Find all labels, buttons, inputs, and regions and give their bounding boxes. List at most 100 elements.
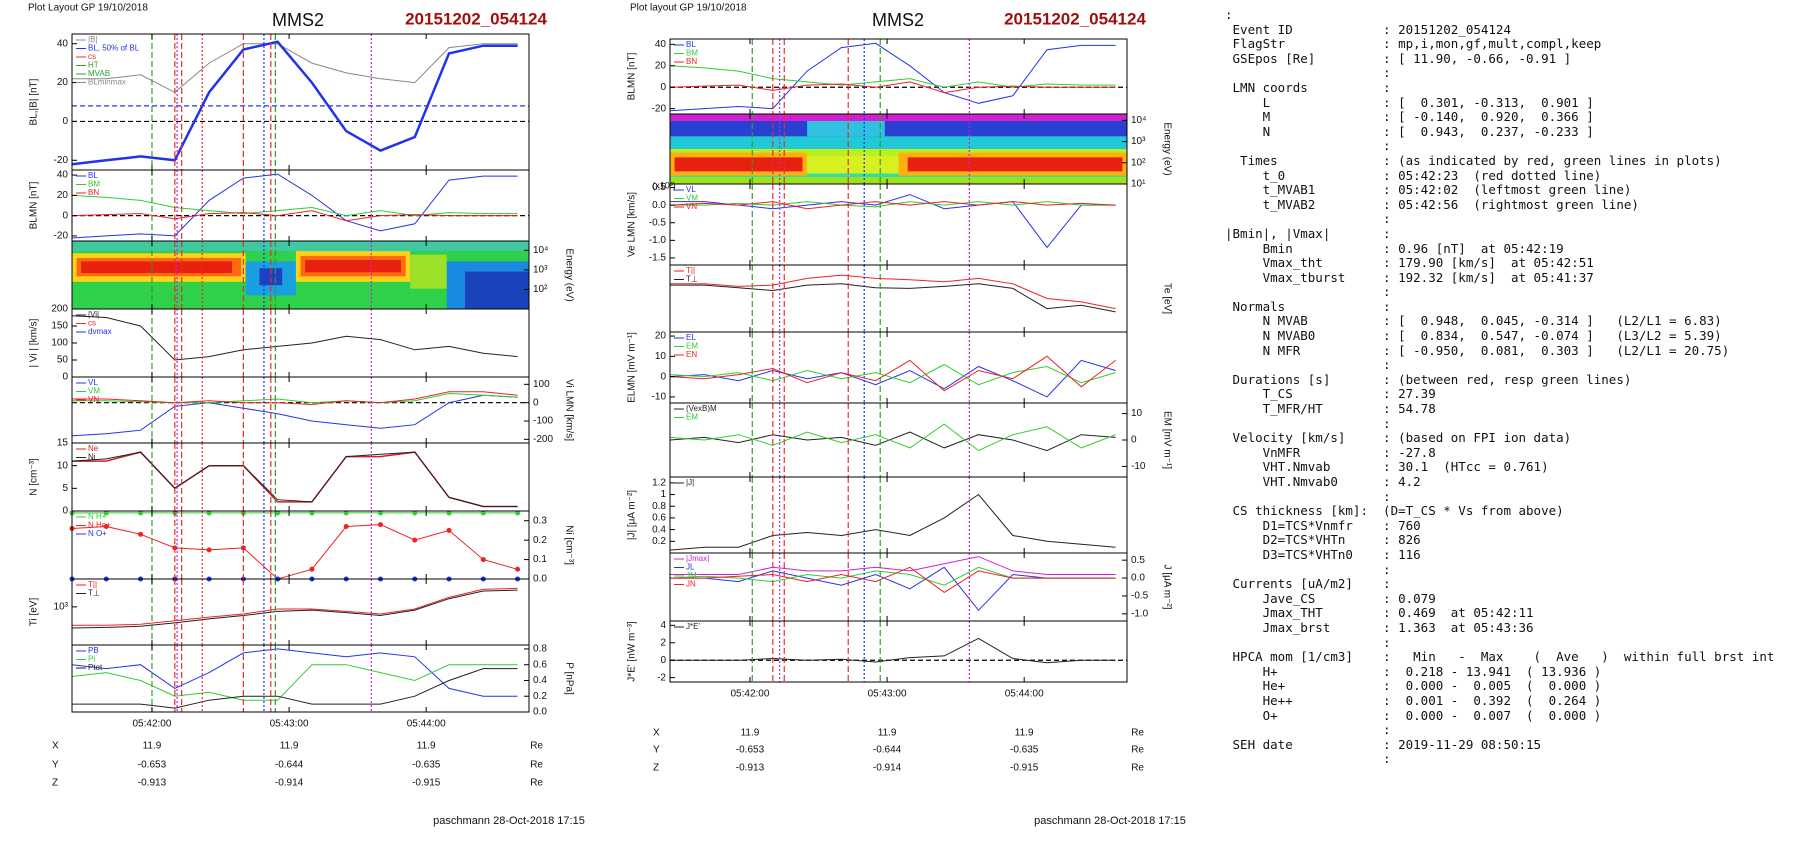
spectrogram-cell [807, 156, 899, 174]
y-tick-label: 10³ [1131, 136, 1146, 147]
panel-frame [669, 264, 1128, 333]
panel-frame [71, 578, 530, 646]
series-line [669, 359, 1116, 398]
x-tick-label: 05:44:00 [407, 719, 446, 730]
y-axis-label: Ti [eV] [29, 598, 40, 627]
info-line: Jave_CS : 0.079 [1225, 590, 1436, 606]
x-tick-label: 05:43:00 [868, 689, 907, 700]
footer: paschmann 28-Oct-2018 17:15 [1034, 815, 1186, 827]
info-line: N : [ 0.943, 0.237, -0.233 ] [1225, 123, 1594, 139]
y-axis-label: Ni [cm⁻³] [563, 525, 574, 565]
legend-label: N O+ [88, 529, 107, 538]
info-line: : [1225, 722, 1391, 738]
caption: Plot layout GP 19/10/2018 [630, 3, 747, 14]
point [412, 510, 418, 516]
info-line: : [1225, 65, 1391, 81]
info-line: N MFR : [ -0.950, 0.081, 0.303 ] (L2/L1 … [1225, 342, 1730, 358]
y-tick-label: 20 [655, 331, 667, 342]
legend-label: (VexB)M [686, 404, 717, 413]
y-tick-label: -0.5 [1131, 591, 1149, 602]
info-line: Vmax_tht : 179.90 [km/s] at 05:42:51 [1225, 255, 1594, 271]
info-line: SEH date : 2019-11-29 08:50:15 [1225, 736, 1542, 752]
ephemeris-unit: Re [1131, 763, 1144, 774]
legend-label: T⊥ [88, 589, 100, 598]
series-line [669, 81, 1116, 94]
y-tick-label: 10⁴ [533, 245, 548, 256]
ephemeris-label: X [52, 741, 59, 752]
legend-label: N He+ [88, 521, 111, 530]
info-line: He++ : 0.001 - 0.392 ( 0.264 ) [1225, 692, 1602, 708]
ephemeris-value: 11.9 [878, 728, 897, 739]
series-line [669, 65, 1116, 88]
y-tick-label: 0 [62, 506, 68, 517]
panel-frame [669, 476, 1128, 554]
y-tick-label: -20 [54, 155, 69, 166]
point [138, 531, 144, 537]
y-tick-label: 4 [660, 620, 666, 631]
info-line: VHT.Nmvab : 30.1 (HTcc = 0.761) [1225, 459, 1549, 475]
y-tick-label: 0 [1131, 435, 1137, 446]
info-line: LMN coords : [1225, 79, 1391, 95]
spectrogram-cell [465, 271, 529, 309]
info-line: : [1225, 415, 1391, 431]
legend-label: MVAB [88, 69, 110, 78]
series-line [670, 637, 1116, 664]
info-line: Jmax_THT : 0.469 at 05:42:11 [1225, 605, 1534, 621]
legend-label: cs [88, 319, 96, 328]
series-line [71, 210, 518, 222]
info-line: M : [ -0.140, 0.920, 0.366 ] [1225, 109, 1594, 125]
ephemeris-label: Z [653, 763, 659, 774]
y-tick-label: 0.8 [533, 644, 547, 655]
y-tick-label: 0.0 [533, 707, 547, 718]
event-info: : Event ID : 20151202_054124 FlagStr : m… [1225, 7, 1775, 767]
info-line: CS thickness [km]: (D=T_CS * Vs from abo… [1225, 503, 1564, 519]
legend-label: HT [88, 61, 99, 70]
spectrogram-cell [807, 121, 885, 137]
y-tick-label: 20 [57, 190, 69, 201]
panel-frame [71, 308, 530, 378]
legend-label: BL [686, 40, 696, 49]
ephemeris-value: 11.9 [1015, 728, 1034, 739]
info-line: He+ : 0.000 - 0.005 ( 0.000 ) [1225, 678, 1602, 694]
point [343, 524, 349, 530]
series-line [669, 423, 1116, 452]
panel: -10 0 10 EM [mV m⁻¹] (VexB)MEM [669, 402, 1172, 478]
y-tick-label: 10 [655, 351, 667, 362]
panel: 0.20.40.60.811.2 |J| [μA m⁻²] |J| [627, 476, 1128, 554]
info-line: FlagStr : mp,i,mon,gf,mult,compl,keep [1225, 36, 1602, 52]
panel-frame [71, 510, 530, 580]
point [103, 510, 109, 516]
ephemeris-unit: Re [1131, 728, 1144, 739]
info-line: Bmin : 0.96 [nT] at 05:42:19 [1225, 240, 1564, 256]
series-line [71, 451, 518, 507]
point [515, 510, 521, 516]
info-line: VnMFR : -27.8 [1225, 444, 1436, 460]
panel: 10¹ 10² 10³ 10⁴ Energy (eV) [669, 113, 1172, 190]
info-line: Times : (as indicated by red, green line… [1225, 152, 1722, 168]
spectrogram-cell [259, 268, 283, 286]
info-line: : [1225, 634, 1391, 650]
panel-frame [669, 38, 1128, 115]
info-line: : [1225, 138, 1391, 154]
series-line [670, 201, 1116, 208]
y-tick-label: -0.5 [649, 217, 667, 228]
info-line: HPCA mom [1/cm3] : Min - Max ( Ave ) wit… [1225, 649, 1775, 665]
subtitle: 20151202_054124 [405, 9, 547, 28]
y-axis-label: BLMN [nT] [29, 181, 40, 229]
info-line: t_MVAB1 : 05:42:02 (leftmost green line) [1225, 182, 1632, 198]
info-line: O+ : 0.000 - 0.007 ( 0.000 ) [1225, 707, 1602, 723]
series-line [669, 431, 1116, 452]
point [377, 522, 383, 528]
ephemeris-value: -0.635 [1010, 745, 1039, 756]
spectrogram-cell [907, 157, 1123, 172]
panel-frame [669, 183, 1128, 266]
y-tick-label: 0.8 [652, 501, 666, 512]
info-line: D3=TCS*VHTn0 : 116 [1225, 546, 1421, 562]
legend-label: T⊥ [686, 275, 698, 284]
spectrogram-cell [81, 261, 232, 273]
legend-label: Ne [88, 444, 99, 453]
panel-frame [71, 376, 530, 444]
